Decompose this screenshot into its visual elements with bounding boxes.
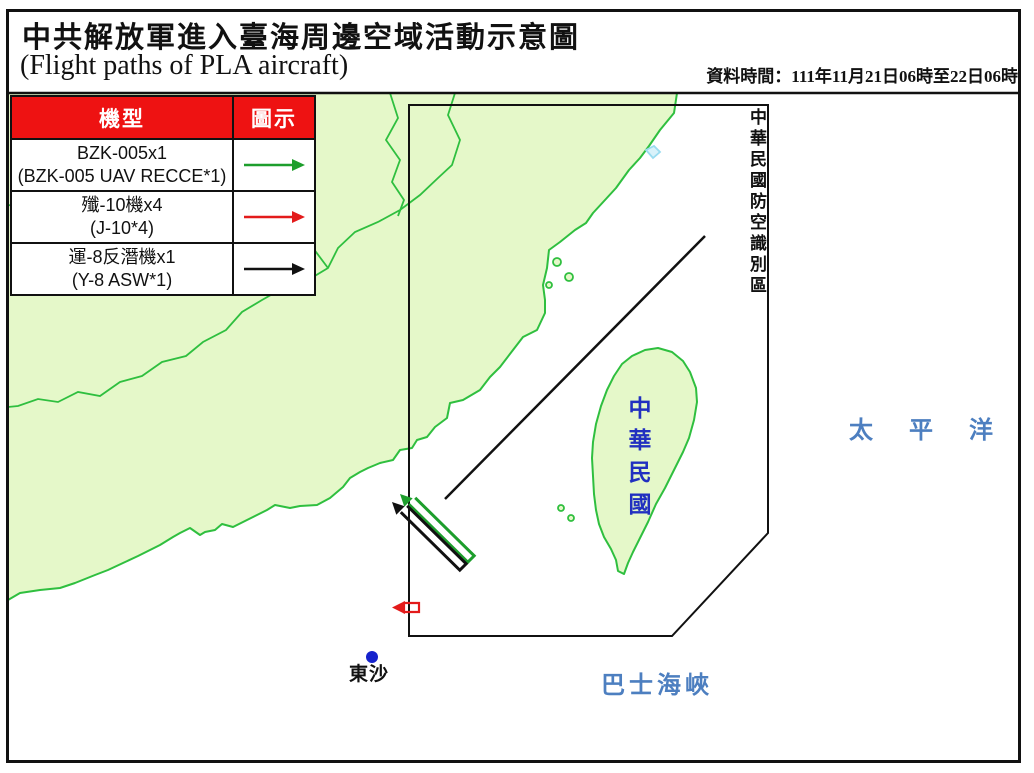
aircraft-name-en: (J-10*4)	[89, 218, 155, 238]
legend-row-j10: 殲-10機x4 (J-10*4)	[12, 190, 314, 242]
dongsha-label: 東沙	[349, 664, 390, 685]
taiwan-label: 中華民國	[625, 396, 650, 524]
pacific-ocean-label: 太 平 洋	[849, 418, 1008, 444]
flight-path-bzk005	[407, 496, 477, 565]
legend-symbol-cell	[234, 244, 314, 294]
legend-aircraft-name: 殲-10機x4 (J-10*4)	[12, 192, 234, 242]
adiz-boundary	[408, 104, 769, 637]
taiwan-island	[591, 347, 698, 575]
legend-header-type: 機型	[12, 97, 234, 138]
flight-path-j10	[402, 601, 421, 614]
legend-row-bzk005: BZK-005x1 (BZK-005 UAV RECCE*1)	[12, 138, 314, 190]
province-border	[7, 92, 461, 408]
page-title-en: (Flight paths of PLA aircraft)	[20, 50, 349, 81]
legend-aircraft-name: 運-8反潛機x1 (Y-8 ASW*1)	[12, 244, 234, 294]
bashi-channel-label: 巴士海峽	[601, 673, 713, 699]
red-arrow-icon	[244, 211, 305, 223]
flight-path-y8	[399, 504, 469, 573]
aircraft-name-en: (Y-8 ASW*1)	[71, 270, 173, 290]
adiz-label: 中華民國防空識別區	[747, 108, 766, 297]
green-arrow-icon	[244, 159, 305, 171]
legend-aircraft-name: BZK-005x1 (BZK-005 UAV RECCE*1)	[12, 140, 234, 190]
aircraft-name-zh: BZK-005x1	[76, 143, 168, 163]
dongsha-dot	[366, 651, 378, 663]
legend-symbol-cell	[234, 140, 314, 190]
black-arrow-icon	[244, 263, 305, 275]
flight-path-y8-arrowhead	[392, 502, 405, 515]
legend-table: 機型 圖示 BZK-005x1 (BZK-005 UAV RECCE*1) 殲-…	[10, 95, 316, 296]
flight-path-bzk005-arrowhead	[400, 494, 413, 507]
median-line	[444, 235, 706, 500]
legend-header-symbol: 圖示	[234, 97, 314, 138]
page-title-zh: 中共解放軍進入臺海周邊空域活動示意圖	[22, 22, 581, 54]
offshore-islands	[545, 144, 662, 522]
legend-header-row: 機型 圖示	[12, 97, 314, 138]
legend-symbol-cell	[234, 192, 314, 242]
flight-path-j10-arrowhead	[392, 601, 405, 614]
province-border	[384, 92, 406, 217]
aircraft-name-zh: 運-8反潛機x1	[68, 247, 176, 267]
aircraft-name-en: (BZK-005 UAV RECCE*1)	[17, 166, 227, 186]
aircraft-name-zh: 殲-10機x4	[81, 195, 163, 215]
data-time-label: 資料時間：111年11月21日06時至22日06時	[706, 67, 1018, 86]
legend-row-y8: 運-8反潛機x1 (Y-8 ASW*1)	[12, 242, 314, 294]
